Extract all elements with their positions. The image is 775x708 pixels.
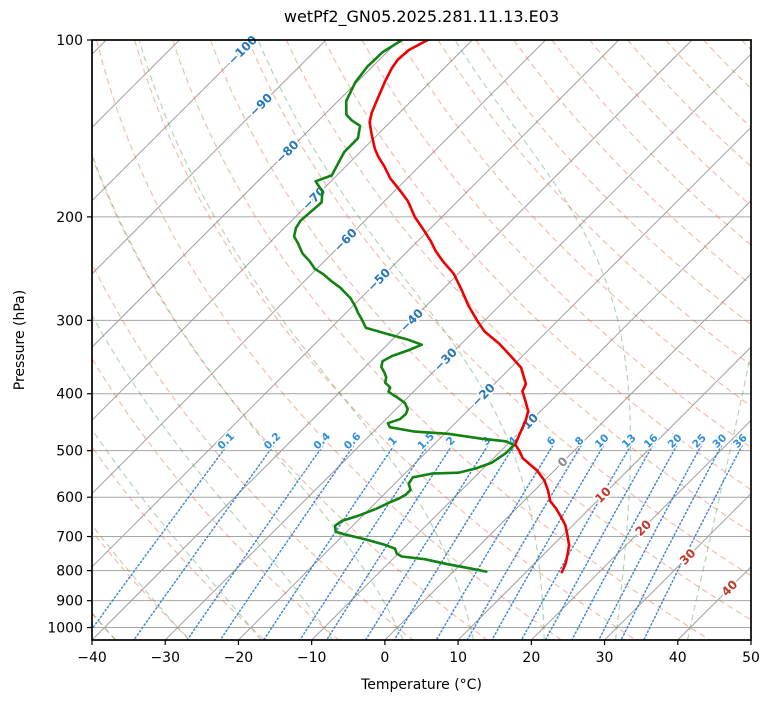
mixing-ratio-label: 13 <box>620 432 639 451</box>
y-tick-label: 600 <box>56 490 83 506</box>
y-tick-label: 700 <box>56 530 83 546</box>
isotherm-lines <box>92 40 751 640</box>
x-tick-label: −30 <box>150 650 180 666</box>
y-tick-label: 100 <box>56 33 83 49</box>
mixing-ratio-label: 1 <box>386 434 400 448</box>
mixing-ratio-label: 3 <box>480 434 494 448</box>
y-tick-label: 400 <box>56 387 83 403</box>
mixing-ratio-label: 30 <box>710 432 729 451</box>
x-tick-label: −10 <box>297 650 327 666</box>
mixing-ratio-label: 20 <box>666 432 685 451</box>
x-tick-label: 20 <box>522 650 540 666</box>
y-tick-label: 300 <box>56 313 83 329</box>
mixing-ratio-label: 0.4 <box>311 431 333 453</box>
mixing-ratio-label: 2 <box>444 434 458 448</box>
x-tick-label: 50 <box>742 650 760 666</box>
dry-adiabat-lines <box>92 40 751 640</box>
x-axis-ticks: −40 −30 −20 −10 0 10 20 30 40 50 <box>77 640 760 666</box>
mixing-ratio-label: 0.6 <box>342 431 364 453</box>
temperature-curve <box>368 40 571 574</box>
mixing-ratio-label: 0.2 <box>262 431 284 453</box>
mixing-ratio-label: 16 <box>642 432 661 451</box>
y-tick-label: 800 <box>56 564 83 580</box>
dewpoint-curve <box>292 40 516 573</box>
x-tick-label: 10 <box>449 650 467 666</box>
mixing-ratio-label: 6 <box>545 434 559 448</box>
y-tick-label: 1000 <box>47 621 83 637</box>
isotherm-label: −100 <box>225 33 260 68</box>
y-axis-title: Pressure (hPa) <box>12 289 28 391</box>
mixing-ratio-label: 10 <box>593 432 612 451</box>
x-tick-label: 30 <box>596 650 614 666</box>
y-tick-label: 900 <box>56 594 83 610</box>
x-tick-label: 40 <box>669 650 687 666</box>
mixing-ratio-lines <box>92 444 743 640</box>
mixing-ratio-labels: 0.1 0.2 0.4 0.6 1 1.5 2 3 4 6 8 10 13 16 20 25 30 36 <box>214 429 751 454</box>
x-tick-label: 0 <box>380 650 389 666</box>
x-tick-label: −20 <box>224 650 254 666</box>
moist-adiabat-lines <box>92 40 751 640</box>
y-axis-ticks: 100 200 300 400 500 600 700 800 900 1000 <box>47 33 92 637</box>
chart-title: wetPf2_GN05.2025.281.11.13.E03 <box>283 7 560 26</box>
mixing-ratio-label: 8 <box>573 434 587 448</box>
x-tick-label: −40 <box>77 650 107 666</box>
pressure-gridlines <box>92 40 751 629</box>
y-tick-label: 200 <box>56 210 83 226</box>
mixing-ratio-label: 25 <box>690 432 709 451</box>
plot-border <box>91 39 752 641</box>
mixing-ratio-label: 0.1 <box>215 431 237 453</box>
x-axis-title: Temperature (°C) <box>361 677 482 693</box>
y-tick-label: 500 <box>56 444 83 460</box>
